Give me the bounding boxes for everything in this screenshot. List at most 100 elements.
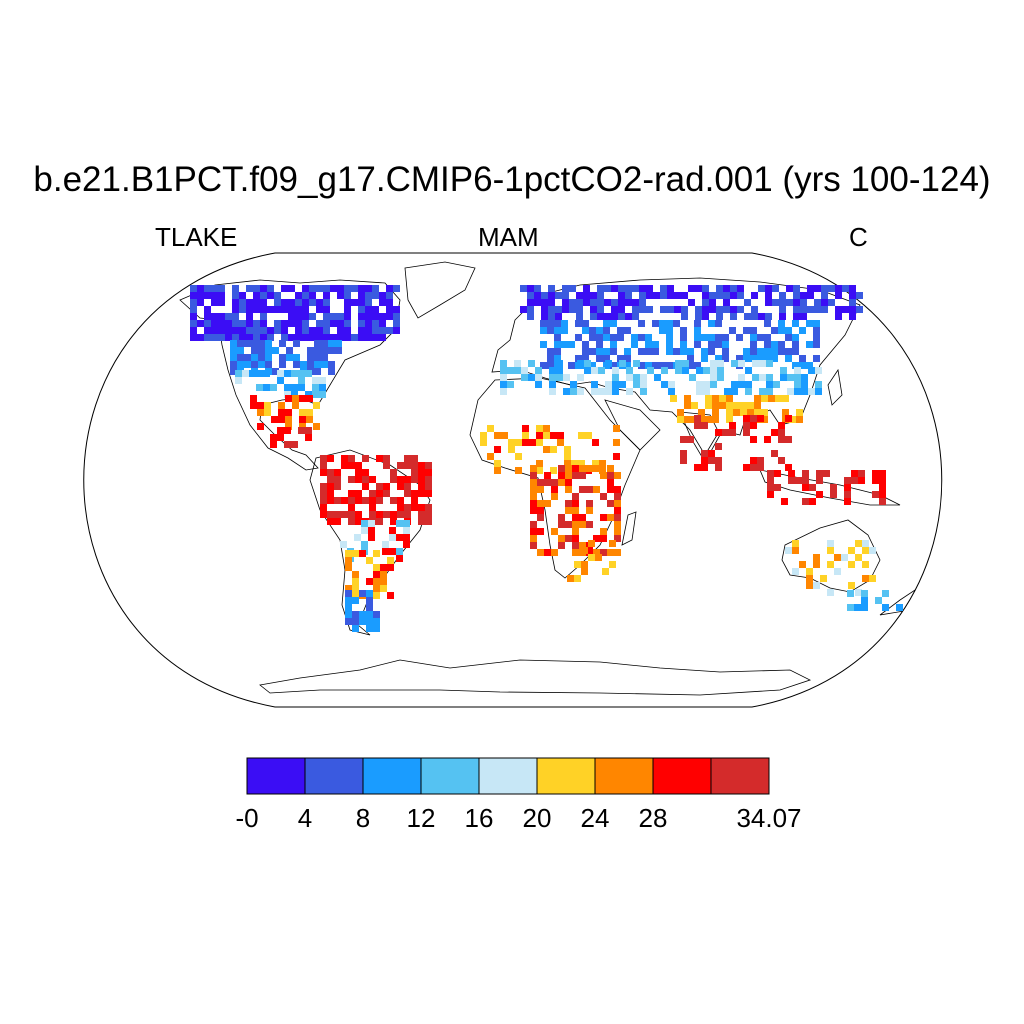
- grid-cell: [235, 377, 242, 384]
- grid-cell: [295, 334, 302, 341]
- grid-cell: [879, 498, 886, 505]
- grid-cell: [869, 547, 876, 554]
- grid-cell: [592, 439, 599, 446]
- grid-cell: [396, 520, 403, 527]
- grid-cell: [500, 374, 507, 381]
- grid-cell: [705, 395, 712, 402]
- grid-cell: [218, 313, 225, 320]
- grid-cell: [638, 320, 645, 327]
- grid-cell: [582, 341, 589, 348]
- grid-cell: [607, 486, 614, 493]
- grid-cell: [708, 450, 715, 457]
- grid-cell: [701, 422, 708, 429]
- grid-cell: [327, 490, 334, 497]
- grid-cell: [366, 618, 373, 625]
- grid-cell: [302, 313, 309, 320]
- grid-cell: [537, 479, 544, 486]
- grid-cell: [807, 285, 814, 292]
- grid-cell: [610, 320, 617, 327]
- grid-cell: [344, 334, 351, 341]
- grid-cell: [365, 285, 372, 292]
- grid-cell: [397, 462, 404, 469]
- grid-cell: [815, 367, 822, 374]
- grid-cell: [799, 327, 806, 334]
- grid-cell: [382, 548, 389, 555]
- grid-cell: [284, 427, 291, 434]
- grid-cell: [565, 472, 572, 479]
- grid-cell: [617, 355, 624, 362]
- grid-cell: [747, 402, 754, 409]
- grid-cell: [380, 585, 387, 592]
- grid-cell: [702, 285, 709, 292]
- grid-cell: [722, 348, 729, 355]
- grid-cell: [425, 483, 432, 490]
- grid-cell: [293, 340, 300, 347]
- grid-cell: [404, 511, 411, 518]
- grid-cell: [314, 354, 321, 361]
- grid-cell: [600, 535, 607, 542]
- grid-cell: [279, 361, 286, 368]
- grid-cell: [246, 285, 253, 292]
- grid-cell: [365, 327, 372, 334]
- grid-cell: [614, 528, 621, 535]
- grid-cell: [577, 360, 584, 367]
- grid-cell: [780, 367, 787, 374]
- colorbar-tick-label: 34.07: [736, 803, 801, 833]
- grid-cell: [764, 355, 771, 362]
- grid-cell: [767, 484, 774, 491]
- grid-cell: [757, 415, 764, 422]
- grid-cell: [813, 320, 820, 327]
- grid-cell: [204, 313, 211, 320]
- grid-cell: [225, 334, 232, 341]
- colorbar-swatch: [362, 757, 422, 795]
- grid-cell: [794, 367, 801, 374]
- grid-cell: [380, 564, 387, 571]
- grid-cell: [251, 347, 258, 354]
- grid-cell: [652, 362, 659, 369]
- grid-cell: [500, 367, 507, 374]
- grid-cell: [285, 423, 292, 430]
- grid-cell: [687, 355, 694, 362]
- grid-cell: [551, 493, 558, 500]
- grid-cell: [366, 578, 373, 585]
- grid-cell: [376, 497, 383, 504]
- grid-cell: [694, 422, 701, 429]
- grid-cell: [305, 427, 312, 434]
- grid-cell: [778, 341, 785, 348]
- grid-cell: [418, 504, 425, 511]
- colorbar-tick-label: 8: [356, 803, 370, 833]
- grid-cell: [373, 578, 380, 585]
- grid-cell: [313, 402, 320, 409]
- grid-cell: [722, 341, 729, 348]
- colorbar-tick-label: 4: [298, 803, 312, 833]
- grid-cell: [307, 347, 314, 354]
- grid-cell: [849, 313, 856, 320]
- grid-cell: [640, 374, 647, 381]
- grid-cell: [767, 477, 774, 484]
- grid-cell: [750, 355, 757, 362]
- grid-cell: [694, 341, 701, 348]
- grid-cell: [534, 285, 541, 292]
- grid-cell: [284, 391, 291, 398]
- grid-cell: [530, 521, 537, 528]
- grid-cell: [393, 306, 400, 313]
- grid-cell: [844, 498, 851, 505]
- grid-cell: [625, 313, 632, 320]
- grid-cell: [794, 388, 801, 395]
- grid-cell: [564, 453, 571, 460]
- grid-cell: [581, 547, 588, 554]
- grid-cell: [694, 415, 701, 422]
- grid-cell: [327, 518, 334, 525]
- grid-cell: [576, 299, 583, 306]
- grid-cell: [211, 313, 218, 320]
- grid-cell: [263, 370, 270, 377]
- grid-cell: [323, 334, 330, 341]
- grid-cell: [340, 541, 347, 548]
- grid-cell: [779, 299, 786, 306]
- grid-cell: [225, 320, 232, 327]
- grid-cell: [337, 327, 344, 334]
- grid-cell: [277, 370, 284, 377]
- grid-cell: [744, 313, 751, 320]
- grid-cell: [730, 292, 737, 299]
- grid-cell: [555, 306, 562, 313]
